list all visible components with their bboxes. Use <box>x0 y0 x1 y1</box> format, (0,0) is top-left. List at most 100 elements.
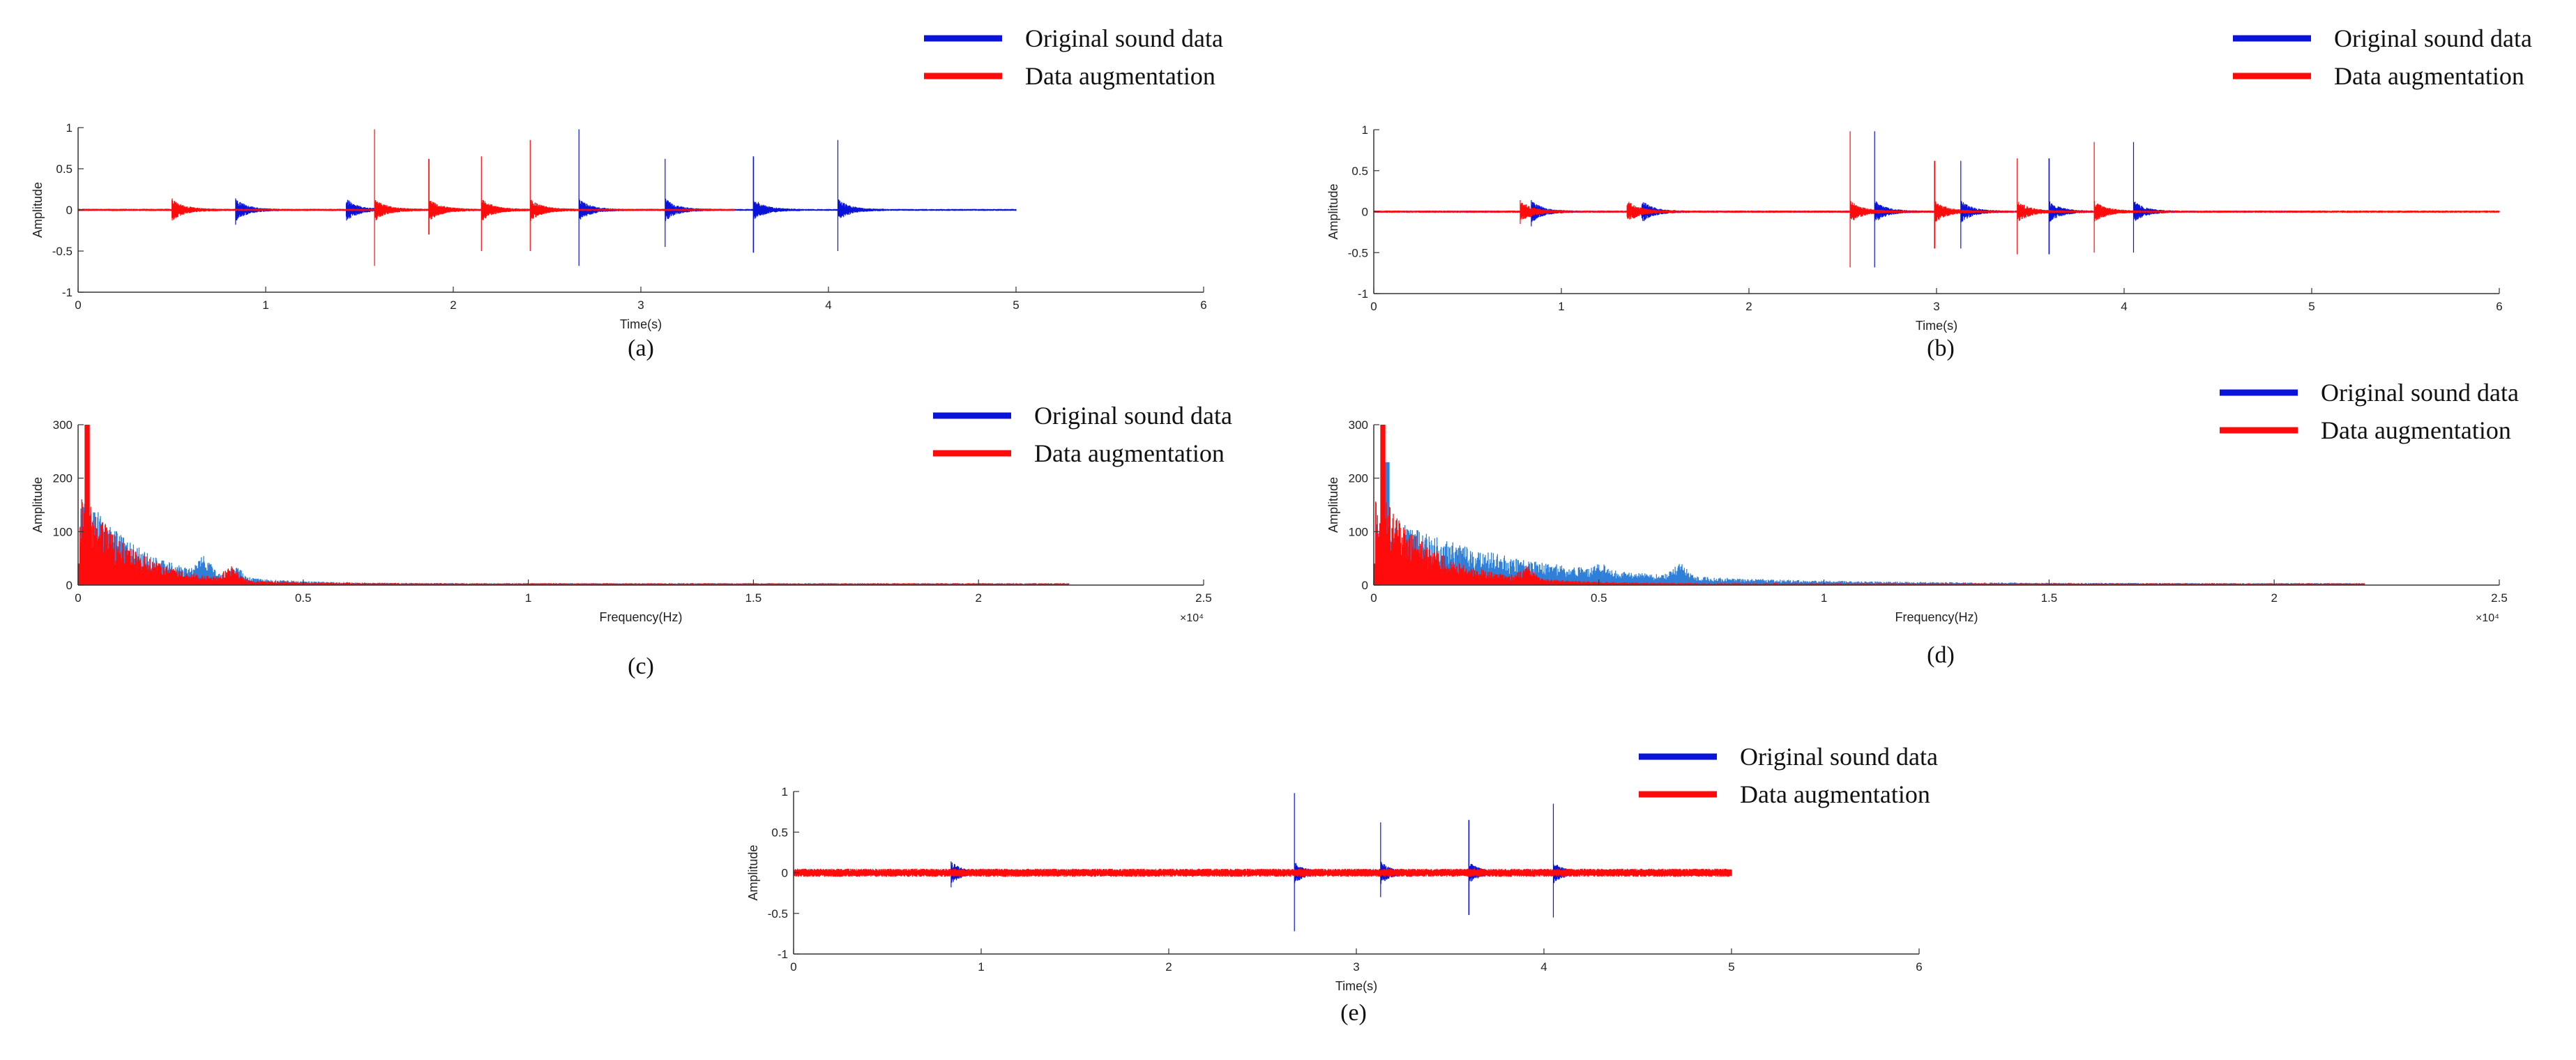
y-axis-label: Amplitude <box>31 477 45 533</box>
y-tick-label: -1 <box>1358 287 1368 301</box>
y-tick-label: -1 <box>62 286 73 299</box>
y-tick-label: 0.5 <box>56 162 73 176</box>
x-tick-label: 0.5 <box>295 591 312 605</box>
x-tick-label: 4 <box>825 298 831 312</box>
y-tick-label: 300 <box>53 418 73 432</box>
series-augmented-d <box>1373 425 2365 585</box>
y-tick-label: -0.5 <box>52 245 73 258</box>
panel-caption-a: (a) <box>628 335 654 361</box>
y-tick-label: 1 <box>66 121 73 135</box>
x-tick-label: 1.5 <box>2041 591 2058 605</box>
y-axis-label: Amplitude <box>1326 477 1340 533</box>
panel-caption-c: (c) <box>628 653 654 679</box>
y-tick-label: 100 <box>53 525 73 538</box>
legend-label-augmented: Data augmentation <box>1025 62 1215 90</box>
y-tick-label: -0.5 <box>1348 246 1368 259</box>
series-original-d <box>1373 462 2365 585</box>
x-tick-label: 0.5 <box>1591 591 1607 605</box>
y-tick-label: 100 <box>1349 525 1368 538</box>
legend-c: Original sound data Data augmentation <box>933 402 1232 467</box>
panel-caption-d: (d) <box>1927 642 1955 668</box>
y-tick-label: 1 <box>782 785 788 798</box>
chart-panel-b: 0 1 2 3 4 5 6 -1 -0.5 0 0.5 1 Time(s) Amplitude Origin… <box>1326 24 2532 361</box>
x-tick-label: 6 <box>2496 300 2502 313</box>
y-tick-label: 0 <box>1362 579 1368 592</box>
x-tick-label: 2 <box>2271 591 2277 605</box>
x-multiplier-label: ×10⁴ <box>1180 612 1204 624</box>
x-tick-label: 0 <box>75 591 81 605</box>
x-tick-label: 1.5 <box>745 591 762 605</box>
series-original-b <box>1373 131 2312 268</box>
panel-caption-b: (b) <box>1927 335 1955 361</box>
x-tick-label: 1 <box>978 960 984 974</box>
x-tick-label: 4 <box>1540 960 1547 974</box>
series-original-a <box>77 129 1017 266</box>
panel-caption-e: (e) <box>1340 1000 1367 1026</box>
x-tick-label: 5 <box>2308 300 2314 313</box>
series-augmented-e <box>793 868 1732 877</box>
y-tick-label: 1 <box>1362 123 1368 137</box>
x-tick-label: 5 <box>1013 298 1019 312</box>
x-tick-label: 1 <box>1558 300 1564 313</box>
series-augmented-a <box>77 129 736 266</box>
x-axis-label: Frequency(Hz) <box>599 610 682 624</box>
y-tick-label: 0 <box>66 204 73 217</box>
x-tick-label: 2 <box>450 298 456 312</box>
x-tick-label: 3 <box>1933 300 1939 313</box>
y-axis-label: Amplitude <box>31 182 45 238</box>
x-tick-label: 0 <box>1370 300 1377 313</box>
y-tick-label: 0 <box>1362 206 1368 219</box>
series-original-e <box>793 793 1732 932</box>
x-multiplier-label: ×10⁴ <box>2476 612 2499 624</box>
y-axis-label: Amplitude <box>746 845 760 900</box>
chart-panel-a: 0 1 2 3 4 5 6 -1 -0.5 0 0.5 1 Time(s) Amplitude Origin… <box>31 24 1223 361</box>
chart-panel-d: 0 0.5 1 1.5 2 2.5 0 100 200 300 Frequency(Hz) Ampli… <box>1326 379 2519 668</box>
legend-d: Original sound data Data augmentation <box>2220 379 2519 444</box>
x-tick-label: 4 <box>2121 300 2127 313</box>
x-tick-label: 1 <box>525 591 531 605</box>
legend-label-original: Original sound data <box>1740 743 1938 771</box>
x-tick-label: 6 <box>1916 960 1922 974</box>
y-tick-label: 200 <box>53 472 73 485</box>
y-tick-label: 0.5 <box>771 826 788 839</box>
x-tick-label: 5 <box>1728 960 1734 974</box>
x-tick-label: 6 <box>1200 298 1206 312</box>
legend-label-augmented: Data augmentation <box>1034 439 1225 467</box>
x-tick-label: 1 <box>1821 591 1827 605</box>
legend-label-augmented: Data augmentation <box>2334 62 2524 90</box>
y-tick-label: 0.5 <box>1351 165 1368 178</box>
x-tick-label: 0 <box>75 298 81 312</box>
x-tick-label: 0 <box>790 960 796 974</box>
legend-label-original: Original sound data <box>2334 24 2532 52</box>
x-axis-label: Time(s) <box>620 317 662 331</box>
x-axis-label: Frequency(Hz) <box>1895 610 1978 624</box>
legend-b: Original sound data Data augmentation <box>2233 24 2532 90</box>
legend-e: Original sound data Data augmentation <box>1639 743 1938 808</box>
legend-label-original: Original sound data <box>1034 402 1232 430</box>
x-tick-label: 2.5 <box>1195 591 1212 605</box>
y-tick-label: 0 <box>66 579 73 592</box>
x-tick-label: 3 <box>637 298 644 312</box>
x-axis-label: Time(s) <box>1916 319 1957 333</box>
x-tick-label: 0 <box>1370 591 1377 605</box>
x-tick-label: 2 <box>1165 960 1172 974</box>
series-augmented-b <box>1373 131 2500 268</box>
legend-label-augmented: Data augmentation <box>1740 780 1930 808</box>
chart-panel-e: 0 1 2 3 4 5 6 -1 -0.5 0 0.5 1 Time(s) Amplitude Origin… <box>746 743 1938 1026</box>
x-tick-label: 1 <box>262 298 268 312</box>
x-axis-label: Time(s) <box>1335 979 1377 993</box>
legend-label-augmented: Data augmentation <box>2321 416 2511 444</box>
x-tick-label: 3 <box>1353 960 1359 974</box>
legend-label-original: Original sound data <box>2321 379 2519 407</box>
x-tick-label: 2.5 <box>2491 591 2508 605</box>
legend-label-original: Original sound data <box>1025 24 1223 52</box>
x-tick-label: 2 <box>1745 300 1752 313</box>
y-tick-label: 200 <box>1349 472 1368 485</box>
series-augmented-c <box>77 425 1069 585</box>
x-tick-label: 2 <box>975 591 981 605</box>
legend-a: Original sound data Data augmentation <box>924 24 1223 90</box>
series-original-c <box>77 425 1069 585</box>
y-tick-label: 300 <box>1349 418 1368 432</box>
y-axis-label: Amplitude <box>1326 183 1340 239</box>
